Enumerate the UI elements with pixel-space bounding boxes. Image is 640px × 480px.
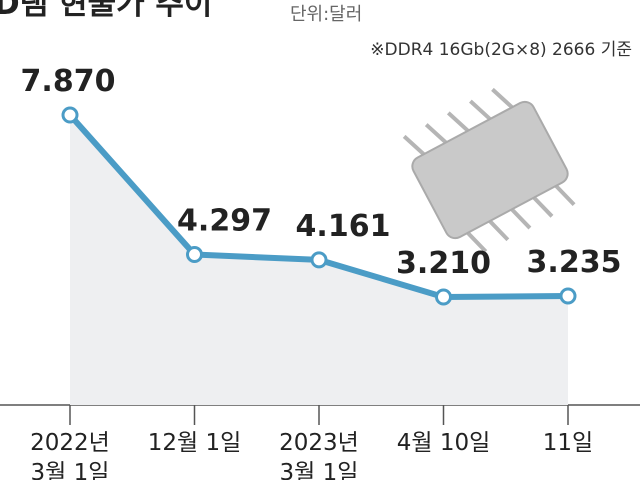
data-label: 4.161: [296, 209, 391, 244]
data-label: 3.235: [527, 245, 622, 280]
data-label: 7.870: [21, 64, 116, 99]
unit-label: 단위:달러: [290, 4, 362, 25]
marker: [61, 106, 79, 124]
x-tick-label: 11일: [542, 430, 594, 456]
x-tick-label: 2023년 3월 1일: [279, 430, 359, 480]
marker: [310, 251, 328, 269]
marker: [186, 246, 203, 264]
note: ※DDR4 16Gb(2G×8) 2666 기준: [370, 40, 632, 60]
chart-title: D램 현물가 추이: [0, 0, 212, 22]
data-label: 4.297: [177, 204, 272, 239]
chip-icon: [402, 87, 576, 253]
x-tick-label: 4월 10일: [396, 430, 491, 456]
marker: [559, 287, 577, 305]
x-tick-label: 2022년 3월 1일: [30, 430, 110, 480]
data-label: 3.210: [396, 246, 491, 281]
x-tick-label: 12월 1일: [147, 430, 242, 456]
marker: [435, 288, 452, 306]
